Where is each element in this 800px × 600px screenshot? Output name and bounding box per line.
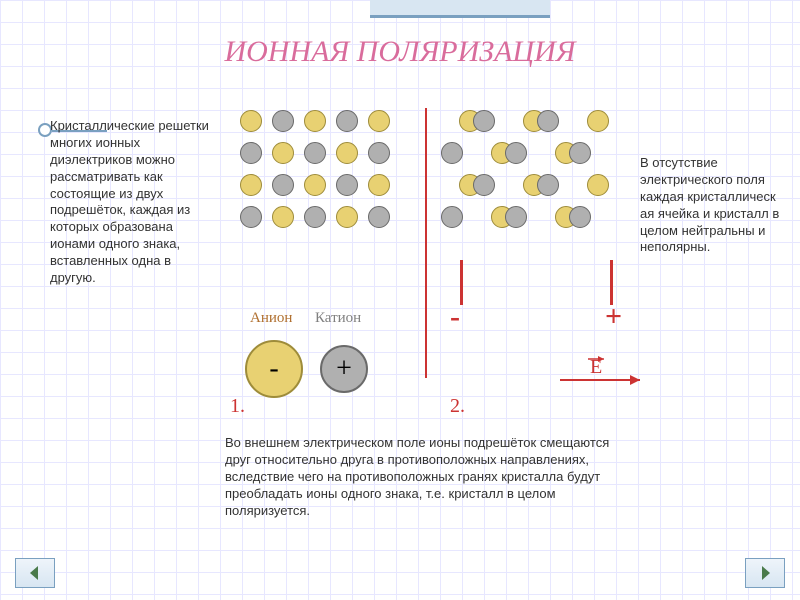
anion-dot [336, 206, 358, 228]
sign-minus: - [450, 300, 460, 334]
cation-dot [368, 206, 390, 228]
nav-prev-button[interactable] [15, 558, 55, 588]
nav-next-button[interactable] [745, 558, 785, 588]
big-anion: - [245, 340, 303, 398]
cation-dot [473, 110, 495, 132]
cation-dot [336, 174, 358, 196]
anion-dot [304, 174, 326, 196]
cation-dot [272, 174, 294, 196]
cation-dot [537, 174, 559, 196]
big-cation: + [320, 345, 368, 393]
left-paragraph: Кристаллические решетки многих ионных ди… [50, 118, 220, 287]
cation-dot [441, 142, 463, 164]
big-cation-sign: + [336, 353, 352, 385]
divider-line [425, 108, 427, 378]
cation-dot [505, 142, 527, 164]
big-anion-sign: - [269, 353, 278, 385]
cation-dot [569, 206, 591, 228]
top-accent-bar [370, 0, 550, 18]
anion-dot [336, 142, 358, 164]
e-vector-arrow [0, 0, 1, 1]
cation-dot [505, 206, 527, 228]
plate-right [610, 260, 613, 305]
sign-plus: + [605, 300, 622, 334]
anion-dot [272, 206, 294, 228]
cation-dot [240, 206, 262, 228]
cation-label: Катион [315, 310, 361, 327]
cation-dot [441, 206, 463, 228]
page-title: ИОННАЯ ПОЛЯРИЗАЦИЯ [0, 35, 800, 69]
arrow-right-icon [755, 563, 775, 583]
cation-dot [304, 142, 326, 164]
e-vector-label: E [590, 356, 602, 379]
arrow-left-icon [25, 563, 45, 583]
anion-dot [368, 174, 390, 196]
cation-dot [473, 174, 495, 196]
anion-dot [304, 110, 326, 132]
figure-number-1: 1. [230, 395, 245, 418]
cation-dot [569, 142, 591, 164]
anion-label: Анион [250, 310, 292, 327]
anion-dot [240, 110, 262, 132]
anion-dot [240, 174, 262, 196]
anion-dot [368, 110, 390, 132]
plate-left [460, 260, 463, 305]
figure-number-2: 2. [450, 395, 465, 418]
bottom-paragraph: Во внешнем электрическом поле ионы подре… [225, 435, 635, 519]
anion-dot [587, 110, 609, 132]
anion-dot [587, 174, 609, 196]
anion-dot [272, 142, 294, 164]
right-paragraph: В отсутствие электрического поля каждая … [640, 155, 790, 256]
cation-dot [304, 206, 326, 228]
cation-dot [272, 110, 294, 132]
cation-dot [336, 110, 358, 132]
cation-dot [240, 142, 262, 164]
cation-dot [537, 110, 559, 132]
cation-dot [368, 142, 390, 164]
